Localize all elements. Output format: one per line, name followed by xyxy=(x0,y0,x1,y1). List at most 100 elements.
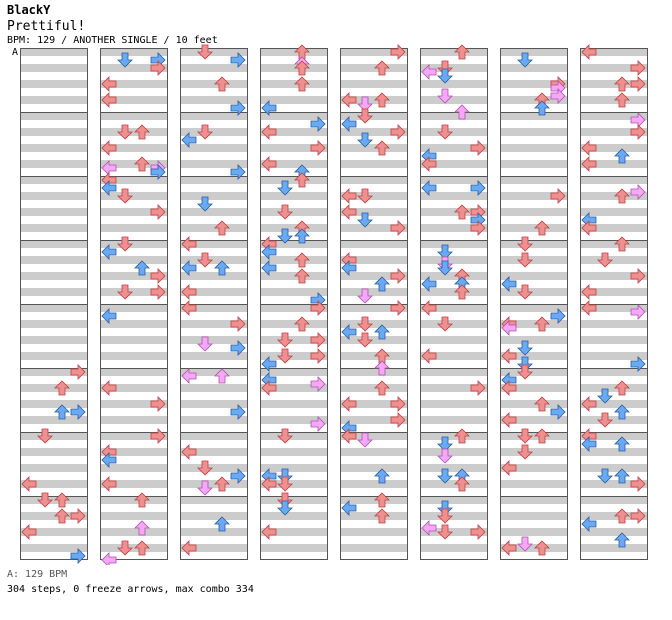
step-arrow xyxy=(581,396,597,412)
step-arrow xyxy=(501,380,517,396)
beat-stripe xyxy=(100,288,168,296)
beat-stripe xyxy=(20,176,88,184)
beat-stripe xyxy=(180,48,248,56)
beat-stripe xyxy=(420,544,488,552)
step-arrow xyxy=(614,468,630,484)
step-arrow xyxy=(517,52,533,68)
beat-stripe xyxy=(260,96,328,104)
beat-stripe xyxy=(420,496,488,504)
beat-stripe xyxy=(180,528,248,536)
step-arrow xyxy=(437,448,453,464)
step-arrow xyxy=(517,340,533,356)
step-arrow xyxy=(437,316,453,332)
step-arrow xyxy=(341,260,357,276)
step-arrow xyxy=(630,268,646,284)
step-arrow xyxy=(437,260,453,276)
step-arrow xyxy=(117,124,133,140)
step-arrow xyxy=(150,268,166,284)
column-border xyxy=(340,48,408,560)
step-arrow xyxy=(277,476,293,492)
step-arrow xyxy=(517,428,533,444)
beat-stripe xyxy=(260,448,328,456)
beat-stripe xyxy=(500,80,568,88)
step-arrow xyxy=(421,156,437,172)
step-arrow xyxy=(454,104,470,120)
beat-stripe xyxy=(580,144,648,152)
step-arrow xyxy=(357,432,373,448)
beat-stripe xyxy=(20,368,88,376)
step-arrow xyxy=(230,340,246,356)
beat-stripe xyxy=(500,256,568,264)
beat-stripe xyxy=(340,528,408,536)
beat-stripe xyxy=(340,336,408,344)
beat-stripe xyxy=(20,400,88,408)
beat-stripe xyxy=(580,384,648,392)
step-arrow xyxy=(134,260,150,276)
step-arrow xyxy=(214,76,230,92)
step-arrow xyxy=(70,404,86,420)
step-arrow xyxy=(214,368,230,384)
beat-stripe xyxy=(260,176,328,184)
beat-stripe xyxy=(100,480,168,488)
step-arrow xyxy=(310,116,326,132)
beat-stripe xyxy=(340,464,408,472)
beat-stripe xyxy=(580,272,648,280)
step-arrow xyxy=(454,284,470,300)
step-arrow xyxy=(597,412,613,428)
step-chart xyxy=(20,44,648,565)
step-arrow xyxy=(181,236,197,252)
beat-stripe xyxy=(180,496,248,504)
beat-stripe xyxy=(340,192,408,200)
step-arrow xyxy=(197,480,213,496)
beat-stripe xyxy=(20,432,88,440)
step-arrow xyxy=(357,188,373,204)
beat-stripe xyxy=(180,448,248,456)
beat-stripe xyxy=(500,336,568,344)
beat-stripe xyxy=(20,544,88,552)
column-border xyxy=(100,48,168,560)
beat-stripe xyxy=(500,64,568,72)
beat-stripe xyxy=(500,192,568,200)
step-arrow xyxy=(534,428,550,444)
step-arrow xyxy=(310,140,326,156)
beat-stripe xyxy=(260,352,328,360)
beat-stripe xyxy=(260,544,328,552)
step-arrow xyxy=(277,492,293,508)
step-arrow xyxy=(550,404,566,420)
beat-stripe xyxy=(260,368,328,376)
step-arrow xyxy=(101,452,117,468)
step-arrow xyxy=(517,356,533,372)
beat-stripe xyxy=(100,416,168,424)
step-arrow xyxy=(357,288,373,304)
step-arrow xyxy=(630,60,646,76)
step-arrow xyxy=(470,380,486,396)
beat-stripe xyxy=(420,320,488,328)
beat-stripe xyxy=(180,96,248,104)
step-arrow xyxy=(501,320,517,336)
beat-stripe xyxy=(260,64,328,72)
column-border xyxy=(580,48,648,560)
beat-stripe xyxy=(500,240,568,248)
step-arrow xyxy=(374,324,390,340)
step-arrow xyxy=(614,508,630,524)
beat-stripe xyxy=(20,288,88,296)
step-arrow xyxy=(54,404,70,420)
step-arrow xyxy=(517,444,533,460)
step-stats: 304 steps, 0 freeze arrows, max combo 33… xyxy=(7,584,254,595)
beat-stripe xyxy=(20,448,88,456)
beat-stripe xyxy=(100,352,168,360)
step-arrow xyxy=(534,540,550,556)
beat-stripe xyxy=(340,160,408,168)
step-arrow xyxy=(277,428,293,444)
beat-stripe xyxy=(100,336,168,344)
beat-stripe xyxy=(100,112,168,120)
step-arrow xyxy=(310,300,326,316)
step-arrow xyxy=(54,380,70,396)
beat-stripe xyxy=(580,448,648,456)
beat-stripe xyxy=(340,176,408,184)
step-arrow xyxy=(630,76,646,92)
column-border xyxy=(420,48,488,560)
beat-stripe xyxy=(420,64,488,72)
step-arrow xyxy=(277,500,293,516)
beat-stripe xyxy=(260,288,328,296)
